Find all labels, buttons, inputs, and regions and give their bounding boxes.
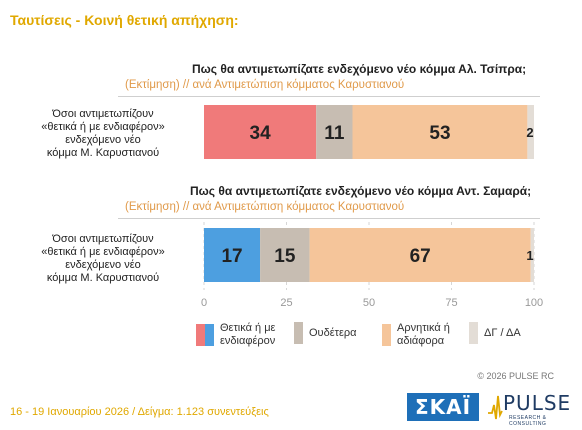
legend-label-line: αδιάφορα [397,335,445,347]
data-label-2-2: 15 [274,246,296,267]
data-label-2-4: 1 [526,248,533,263]
pulse-logo: PULSE RESEARCH & CONSULTING [487,391,577,427]
x-tick-label-75: 75 [445,297,457,309]
legend-label-line: Ουδέτερα [309,326,357,339]
separator-2 [118,218,540,219]
legend-item-dk: ΔΓ / ΔΑ [469,322,521,344]
pulse-tagline: RESEARCH & CONSULTING [509,415,547,427]
data-label-1-3: 53 [429,123,450,144]
legend-label: Θετικά ή με ενδιαφέρον [220,322,275,348]
legend-item-negative: Αρνητικά ή αδιάφορα [382,322,450,348]
legend-swatch [196,324,214,346]
category-label-line: «θετικά ή με ενδιαφέρον» [41,246,165,258]
bar-segment-1-3 [352,105,528,159]
x-tick-label-25: 25 [280,297,292,309]
bar-segment-1-2 [316,105,353,159]
separator-1 [118,96,540,97]
pulse-wordmark: PULSE [503,391,572,415]
bar-segment-2-4 [530,228,534,282]
data-label-1-4: 2 [526,125,533,140]
category-label-1: Όσοι αντιμετωπίζουν «θετικά ή με ενδιαφέ… [14,108,192,160]
legend-swatch-orange [382,324,391,346]
bar-segment-2-3 [309,228,531,282]
legend: Θετικά ή με ενδιαφέρον Ουδέτερα Αρνητικά… [196,320,576,354]
question-title-1: Πως θα αντιμετωπίζατε ενδεχόμενο νέο κόμ… [192,62,527,76]
legend-label: ΔΓ / ΔΑ [484,327,521,340]
question-title-2: Πως θα αντιμετωπίζατε ενδεχόμενο νέο κόμ… [190,184,532,198]
legend-swatch [382,324,391,346]
category-label-line: «θετικά ή με ενδιαφέρον» [41,121,165,133]
skai-logo: ΣΚΑΪ [407,393,479,421]
pulse-wave-icon [488,395,503,420]
question-subtitle-1: (Εκτίμηση) // ανά Αντιμετώπιση κόμματος … [125,79,405,91]
data-label-1-1: 34 [250,123,272,144]
legend-swatch-grey [294,322,303,344]
legend-label-line: Αρνητικά ή [397,322,450,334]
legend-item-positive: Θετικά ή με ενδιαφέρον [196,322,275,348]
category-label-line: Όσοι αντιμετωπίζουν [52,108,154,120]
bar-segment-1-1 [204,105,317,159]
data-label-2-3: 67 [410,246,431,267]
legend-item-neutral: Ουδέτερα [294,322,356,344]
question-subtitle-2: (Εκτίμηση) // ανά Αντιμετώπιση κόμματος … [125,201,405,213]
stacked-bar-chart: 0 25 50 75 100 34 11 53 2 17 15 67 1 [201,105,543,309]
bar-segment-1-4 [527,105,534,159]
x-tick-label-0: 0 [201,297,207,309]
legend-swatch-red [196,324,205,346]
legend-swatch-light [469,322,478,344]
x-tick-label-50: 50 [363,297,375,309]
footer-note: 16 - 19 Ιανουαρίου 2026 / Δείγμα: 1.123 … [10,406,269,418]
legend-label: Αρνητικά ή αδιάφορα [397,322,450,348]
category-label-line: ενδεχόμενο νέο [65,134,141,146]
bar-segment-2-1 [204,228,261,282]
legend-label-line: Θετικά ή με [220,322,276,334]
legend-swatch-blue [205,324,214,346]
x-tick-label-100: 100 [525,297,543,309]
legend-swatch [294,322,303,344]
category-label-line: Όσοι αντιμετωπίζουν [52,233,154,245]
page-title: Ταυτίσεις - Κοινή θετική απήχηση: [10,12,239,28]
legend-label-line: ΔΓ / ΔΑ [484,326,521,339]
legend-label-line: ενδιαφέρον [220,335,276,347]
copyright-note: © 2026 PULSE RC [477,371,554,381]
category-label-line: κόμμα Μ. Καρυστιανού [46,147,160,159]
bar-segment-2-2 [260,228,310,282]
data-label-2-1: 17 [221,246,242,267]
legend-label: Ουδέτερα [309,327,356,340]
data-label-1-2: 11 [324,123,345,144]
category-label-line: ενδεχόμενο νέο [65,259,141,271]
category-label-line: κόμμα Μ. Καρυστιανού [46,272,160,284]
legend-swatch [469,322,478,344]
category-label-2: Όσοι αντιμετωπίζουν «θετικά ή με ενδιαφέ… [14,233,192,285]
